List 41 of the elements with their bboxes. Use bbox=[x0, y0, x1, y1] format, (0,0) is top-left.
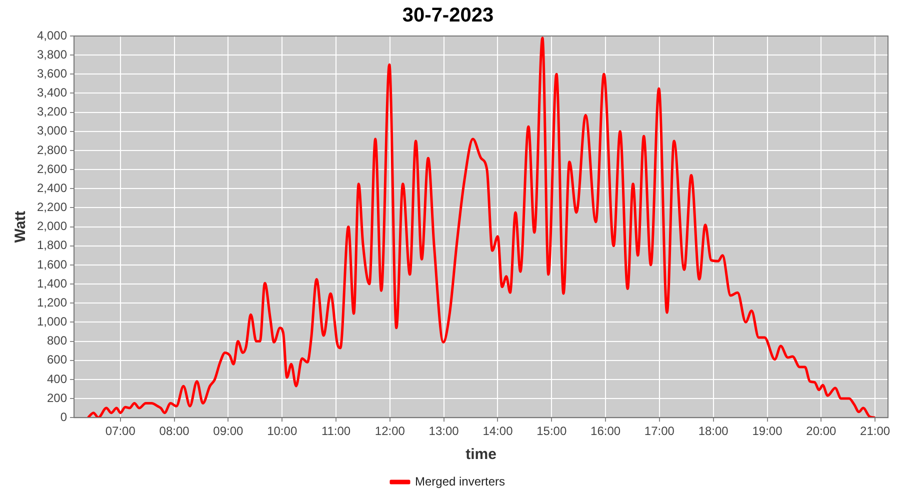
x-tick-label: 10:00 bbox=[267, 424, 298, 438]
y-tick-label: 1,000 bbox=[37, 314, 68, 329]
y-tick-label: 2,800 bbox=[37, 142, 68, 157]
x-tick-label: 18:00 bbox=[698, 424, 729, 438]
legend-label: Merged inverters bbox=[414, 474, 506, 488]
x-tick-label: 20:00 bbox=[806, 424, 836, 438]
x-tick-label: 21:00 bbox=[860, 424, 890, 438]
y-tick-label: 800 bbox=[47, 334, 68, 348]
y-tick-label: 1,200 bbox=[37, 295, 68, 310]
x-tick-label: 19:00 bbox=[752, 424, 783, 438]
x-tick-label: 14:00 bbox=[482, 424, 514, 438]
x-tick-label: 08:00 bbox=[159, 424, 190, 438]
y-tick-label: 3,800 bbox=[37, 47, 68, 62]
y-axis-title: Watt bbox=[12, 210, 30, 243]
y-tick-label: 3,400 bbox=[37, 86, 68, 100]
y-tick-label: 2,200 bbox=[37, 200, 68, 214]
y-tick-label: 2,000 bbox=[37, 219, 68, 234]
y-tick-label: 2,400 bbox=[37, 180, 68, 195]
chart-title: 30-7-2023 bbox=[402, 4, 494, 27]
y-tick-label: 1,400 bbox=[37, 276, 68, 290]
y-tick-label: 1,600 bbox=[37, 257, 68, 272]
y-tick-label: 3,000 bbox=[37, 124, 68, 138]
x-tick-label: 11:00 bbox=[321, 424, 351, 438]
line-series bbox=[86, 36, 876, 418]
x-tick-label: 12:00 bbox=[374, 424, 406, 438]
x-tick-label: 13:00 bbox=[428, 424, 460, 438]
y-tick-label: 600 bbox=[47, 352, 68, 367]
x-axis-title: time bbox=[466, 446, 496, 464]
x-tick-label: 17:00 bbox=[644, 424, 675, 438]
y-tick-label: 3,200 bbox=[37, 104, 68, 119]
x-tick-label: 09:00 bbox=[213, 424, 244, 438]
y-tick-label: 400 bbox=[47, 372, 68, 386]
x-tick-label: 15:00 bbox=[536, 424, 567, 438]
x-tick-label: 16:00 bbox=[590, 424, 621, 438]
y-tick-label: 0 bbox=[60, 410, 68, 424]
y-tick-label: 3,600 bbox=[37, 66, 68, 80]
x-tick-label: 07:00 bbox=[105, 424, 136, 438]
y-tick-label: 2,600 bbox=[37, 162, 68, 176]
y-tick-label: 4,000 bbox=[37, 28, 68, 42]
y-tick-label: 1,800 bbox=[37, 238, 68, 252]
y-tick-label: 200 bbox=[47, 390, 68, 405]
